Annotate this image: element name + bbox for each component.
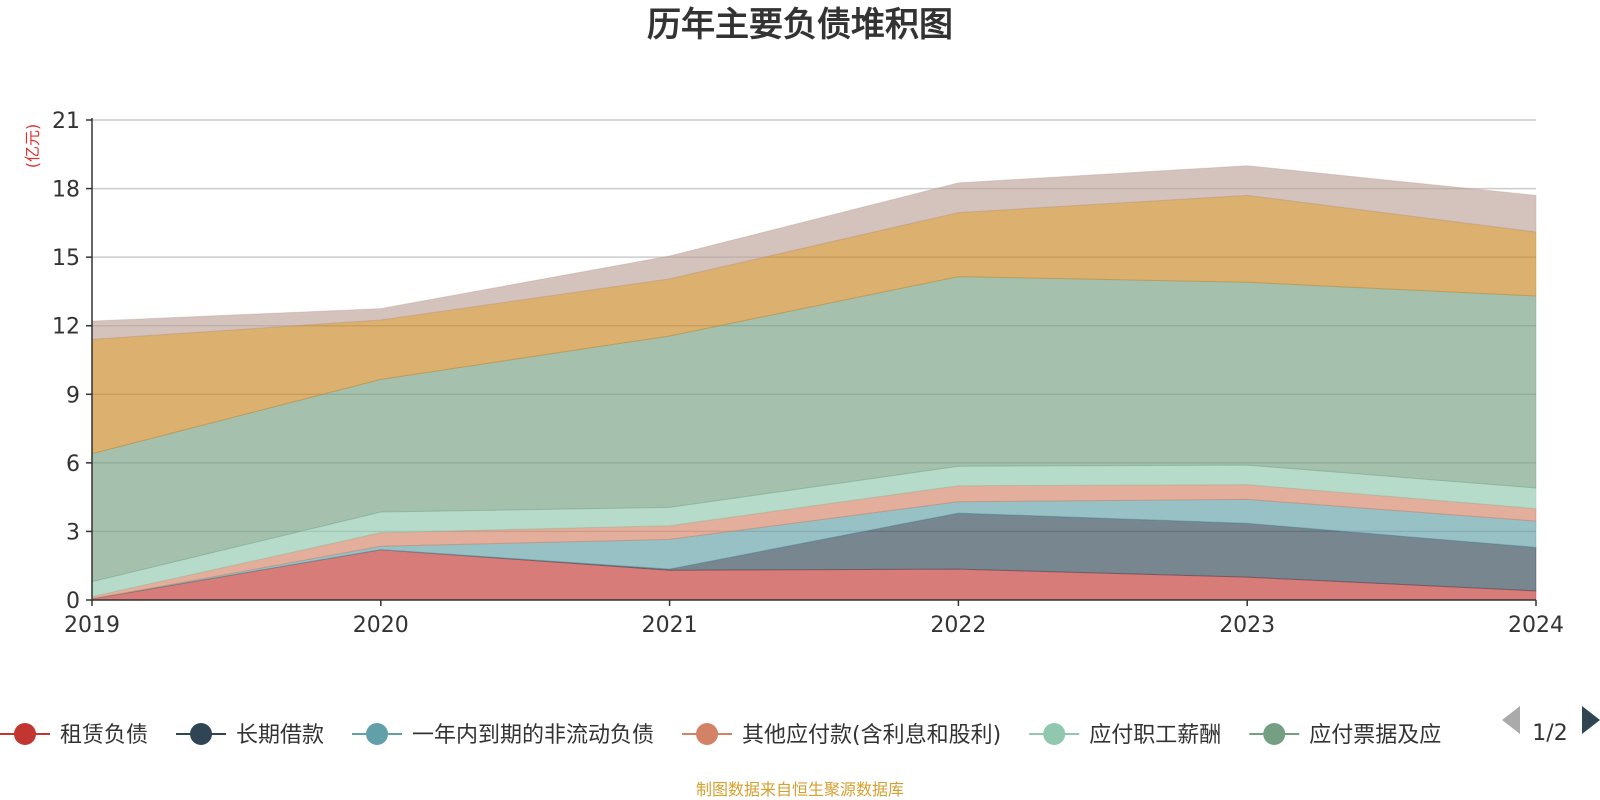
legend-label: 应付职工薪酬	[1089, 723, 1221, 748]
y-tick-label: 21	[52, 109, 80, 134]
x-tick-label: 2021	[642, 613, 698, 638]
legend-label: 租赁负债	[60, 723, 148, 748]
legend-marker-icon	[1043, 723, 1066, 745]
legend: 租赁负债 长期借款 一年内到期的非流动负债 其他应付款(含利息和股利) 应付职工薪酬 应付…	[0, 706, 1600, 748]
legend-label: 一年内到期的非流动负债	[412, 723, 654, 748]
legend-item[interactable]: 应付职工薪酬	[1029, 723, 1221, 748]
source-note: 制图数据来自恒生聚源数据库	[696, 780, 904, 799]
area-series-group	[91, 165, 1537, 601]
legend-label: 其他应付款(含利息和股利)	[742, 723, 1001, 748]
legend-item[interactable]: 长期借款	[176, 723, 324, 748]
legend-label: 应付票据及应	[1309, 723, 1441, 748]
legend-page-indicator: 1/2	[1532, 721, 1567, 746]
y-tick-label: 6	[66, 452, 80, 477]
y-tick-label: 0	[66, 589, 80, 614]
legend-next-page-icon[interactable]	[1582, 706, 1600, 734]
legend-marker-icon	[190, 723, 213, 745]
y-axis-unit-label: (亿元)	[23, 124, 42, 169]
legend-marker-icon	[366, 723, 389, 745]
axes: 0 3 6 9 12 15 18 21 2019 2020 2021 2022 2023 2024	[52, 109, 1564, 638]
chart-title: 历年主要负债堆积图	[647, 5, 953, 45]
y-tick-label: 3	[66, 520, 80, 545]
area-series-8[interactable]	[91, 165, 1537, 340]
y-tick-label: 15	[52, 246, 80, 271]
legend-item[interactable]: 其他应付款(含利息和股利)	[682, 723, 1001, 748]
y-tick-label: 18	[52, 178, 80, 203]
x-tick-label: 2020	[353, 613, 409, 638]
legend-item[interactable]: 租赁负债	[0, 723, 148, 748]
x-tick-label: 2019	[64, 613, 120, 638]
legend-prev-page-icon[interactable]	[1502, 706, 1520, 734]
y-tick-label: 12	[52, 315, 80, 340]
x-tick-label: 2023	[1219, 613, 1275, 638]
legend-item[interactable]: 应付票据及应	[1249, 723, 1441, 748]
legend-marker-icon	[1263, 723, 1286, 745]
x-tick-label: 2022	[930, 613, 986, 638]
legend-label: 长期借款	[236, 723, 324, 748]
legend-marker-icon	[696, 723, 719, 745]
legend-marker-icon	[14, 723, 36, 745]
legend-item[interactable]: 一年内到期的非流动负债	[352, 723, 654, 748]
y-tick-label: 9	[66, 383, 80, 408]
x-tick-label: 2024	[1508, 613, 1564, 638]
